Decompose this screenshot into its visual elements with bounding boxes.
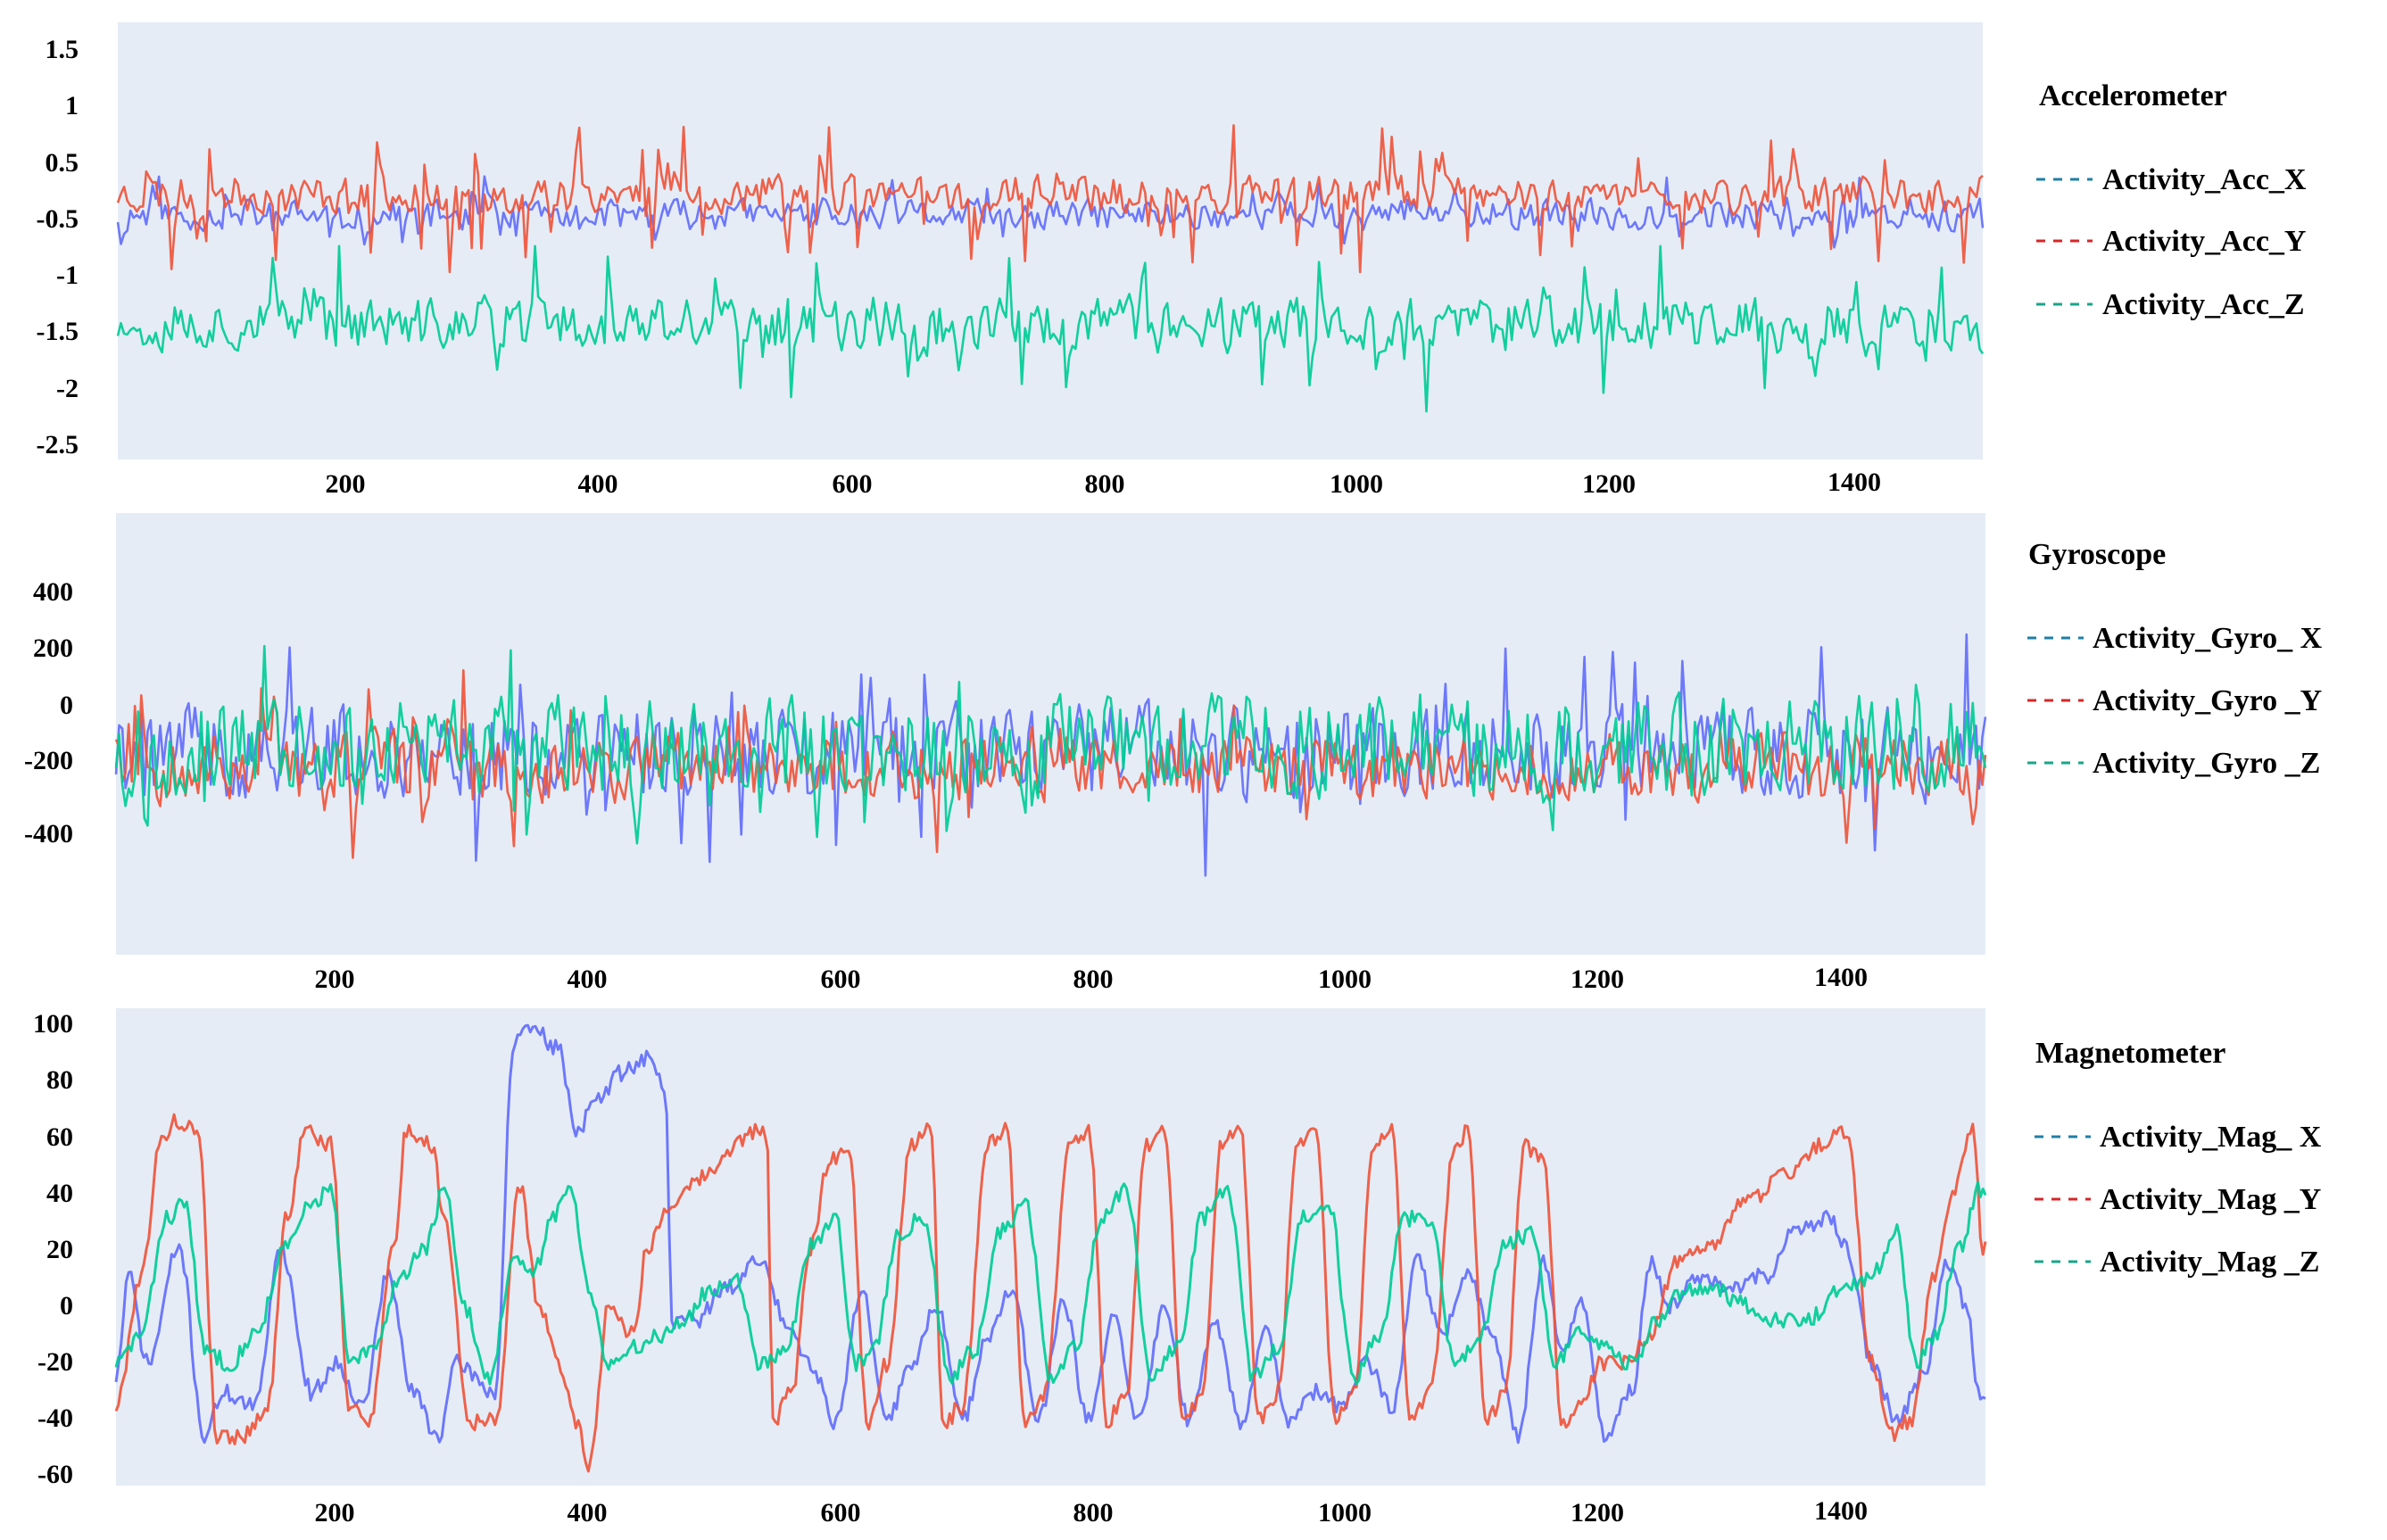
legend-label: Activity_Mag _Y: [2100, 1183, 2321, 1216]
series-line-activity-acc-y: [116, 124, 1984, 274]
x-tick: 1000: [1330, 469, 1383, 499]
accelerometer-panel: 1.5 1 0.5 -0.5 -1 -1.5 -2 -2.5 200 400 6…: [37, 22, 2307, 499]
y-tick: -0.5: [37, 204, 79, 234]
magnetometer-y-ticks: 100 80 60 40 20 0 -20 -40 -60: [33, 1009, 73, 1489]
gyroscope-series-layer: [114, 633, 1987, 877]
legend-label: Activity_Gyro_ X: [2093, 622, 2323, 655]
y-tick: 40: [46, 1179, 73, 1208]
x-tick: 1400: [1814, 963, 1868, 992]
x-tick: 600: [821, 1498, 861, 1528]
accelerometer-y-ticks: 1.5 1 0.5 -0.5 -1 -1.5 -2 -2.5: [37, 35, 79, 460]
x-tick: 800: [1073, 1498, 1114, 1528]
series-line-activity-gyro-z: [114, 644, 1987, 845]
legend-label: Activity_Acc_Y: [2102, 225, 2306, 258]
y-tick: -400: [24, 819, 73, 849]
y-tick: -200: [24, 746, 73, 775]
x-tick: 400: [568, 965, 608, 994]
series-line-activity-gyro-y: [114, 668, 1987, 859]
gyroscope-y-ticks: 400 200 0 -200 -400: [24, 577, 73, 849]
y-tick: 100: [33, 1009, 73, 1039]
accelerometer-x-ticks: 200 400 600 800 1000 1200 1400: [326, 468, 1882, 499]
accelerometer-title: Accelerometer: [2039, 79, 2227, 112]
x-tick: 1200: [1571, 965, 1624, 994]
magnetometer-x-ticks: 200 400 600 800 1000 1200 1400: [315, 1496, 1869, 1528]
x-tick: 600: [821, 965, 861, 994]
y-tick: -20: [37, 1347, 73, 1377]
x-tick: 1400: [1828, 468, 1881, 497]
accelerometer-plot-area: [118, 22, 1983, 460]
x-tick: 800: [1085, 469, 1125, 499]
x-tick: 400: [568, 1498, 608, 1528]
x-tick: 400: [578, 469, 618, 499]
x-tick: 200: [315, 965, 355, 994]
x-tick: 200: [315, 1498, 355, 1528]
gyroscope-legend: Gyroscope Activity_Gyro_ X Activity_Gyro…: [2027, 538, 2323, 780]
legend-label: Activity_Acc_X: [2102, 163, 2307, 196]
y-tick: -1: [56, 261, 79, 290]
y-tick: 20: [46, 1235, 73, 1264]
y-tick: 1.5: [46, 35, 79, 64]
legend-label: Activity_Gyro _Y: [2093, 684, 2322, 717]
y-tick: 400: [33, 577, 73, 607]
x-tick: 600: [833, 469, 873, 499]
x-tick: 1400: [1814, 1496, 1868, 1526]
y-tick: 0: [60, 1291, 73, 1321]
y-tick: -1.5: [37, 317, 79, 346]
gyroscope-panel: 400 200 0 -200 -400 200 400 600 800 1000…: [24, 513, 2323, 994]
y-tick: 60: [46, 1122, 73, 1152]
accelerometer-series-layer: [116, 124, 1985, 413]
x-tick: 1000: [1318, 1498, 1372, 1528]
x-tick: 800: [1073, 965, 1114, 994]
y-tick: -2.5: [37, 430, 79, 460]
legend-label: Activity_Gyro _Z: [2093, 747, 2320, 780]
y-tick: 200: [33, 633, 73, 663]
y-tick: -60: [37, 1460, 73, 1489]
x-tick: 200: [326, 469, 366, 499]
x-tick: 1200: [1571, 1498, 1624, 1528]
magnetometer-series-layer: [114, 1023, 1987, 1473]
legend-label: Activity_Acc_Z: [2102, 288, 2305, 321]
series-line-activity-mag-y: [114, 1113, 1987, 1473]
series-line-activity-acc-z: [116, 244, 1985, 413]
magnetometer-legend: Magnetometer Activity_Mag_ X Activity_Ma…: [2035, 1037, 2322, 1279]
magnetometer-title: Magnetometer: [2035, 1037, 2225, 1070]
y-tick: -40: [37, 1403, 73, 1433]
legend-label: Activity_Mag_ X: [2100, 1121, 2322, 1154]
accelerometer-legend: Accelerometer Activity_Acc_X Activity_Ac…: [2036, 79, 2307, 321]
gyroscope-title: Gyroscope: [2028, 538, 2166, 571]
y-tick: -2: [56, 374, 79, 403]
x-tick: 1000: [1318, 965, 1372, 994]
y-tick: 1: [65, 91, 79, 120]
x-tick: 1200: [1582, 469, 1636, 499]
y-tick: 0.5: [46, 148, 79, 178]
gyroscope-x-ticks: 200 400 600 800 1000 1200 1400: [315, 963, 1869, 994]
legend-label: Activity_Mag _Z: [2100, 1246, 2319, 1279]
series-line-activity-mag-z: [114, 1180, 1987, 1386]
y-tick: 80: [46, 1065, 73, 1095]
y-tick: 0: [60, 691, 73, 720]
magnetometer-panel: 100 80 60 40 20 0 -20 -40 -60 200 400 60…: [33, 1008, 2322, 1528]
